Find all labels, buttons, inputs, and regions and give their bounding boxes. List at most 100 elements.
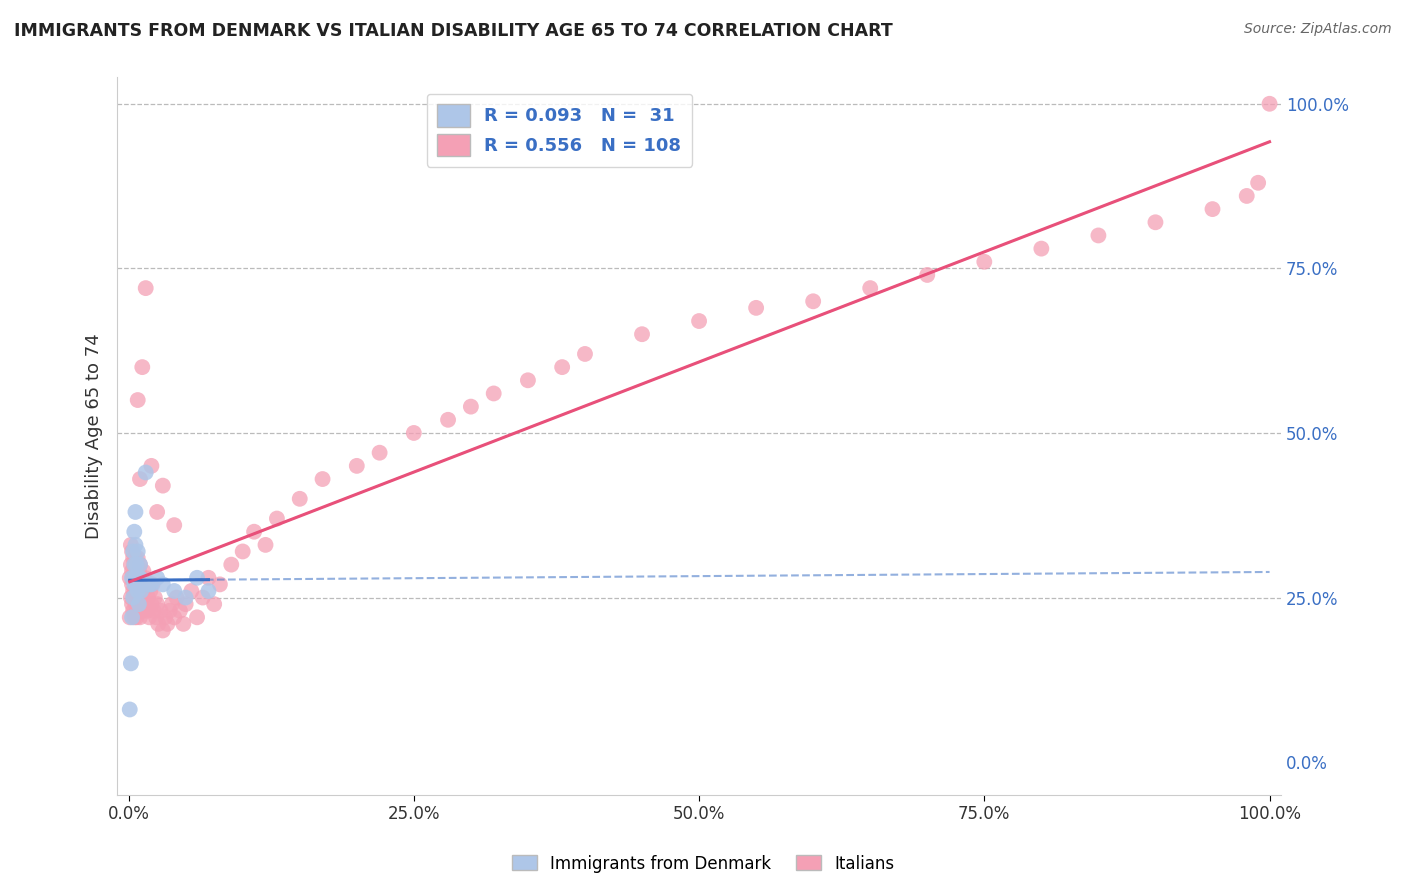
Point — [180, 584, 202, 599]
Legend: Immigrants from Denmark, Italians: Immigrants from Denmark, Italians — [505, 848, 901, 880]
Point — [346, 458, 368, 473]
Point — [166, 591, 188, 605]
Point — [124, 610, 146, 624]
Point — [125, 577, 148, 591]
Point — [129, 610, 152, 624]
Point — [129, 558, 152, 572]
Point — [574, 347, 596, 361]
Point — [1258, 96, 1281, 111]
Point — [174, 591, 197, 605]
Point — [152, 478, 174, 492]
Point — [128, 564, 150, 578]
Point — [208, 577, 231, 591]
Point — [172, 616, 194, 631]
Point — [745, 301, 768, 315]
Point — [127, 392, 149, 407]
Point — [124, 597, 146, 611]
Point — [135, 597, 157, 611]
Point — [311, 472, 333, 486]
Point — [125, 591, 148, 605]
Point — [121, 597, 143, 611]
Point — [688, 314, 710, 328]
Point — [128, 584, 150, 599]
Point — [124, 505, 146, 519]
Point — [138, 577, 160, 591]
Point — [801, 294, 824, 309]
Point — [129, 558, 152, 572]
Point — [129, 591, 152, 605]
Point — [125, 577, 148, 591]
Point — [149, 604, 172, 618]
Point — [124, 558, 146, 572]
Point — [163, 518, 186, 533]
Point — [146, 505, 169, 519]
Point — [135, 466, 157, 480]
Point — [122, 544, 145, 558]
Point — [1031, 242, 1053, 256]
Point — [132, 564, 155, 578]
Point — [153, 610, 176, 624]
Point — [859, 281, 882, 295]
Point — [146, 571, 169, 585]
Point — [127, 584, 149, 599]
Point — [135, 577, 157, 591]
Point — [631, 327, 654, 342]
Point — [122, 604, 145, 618]
Point — [124, 558, 146, 572]
Point — [131, 604, 153, 618]
Point — [127, 544, 149, 558]
Point — [152, 577, 174, 591]
Point — [128, 597, 150, 611]
Point — [169, 604, 191, 618]
Point — [122, 571, 145, 585]
Point — [118, 702, 141, 716]
Point — [122, 551, 145, 566]
Point — [124, 524, 146, 539]
Point — [186, 610, 208, 624]
Point — [121, 544, 143, 558]
Point — [402, 425, 425, 440]
Point — [127, 604, 149, 618]
Point — [125, 610, 148, 624]
Point — [254, 538, 277, 552]
Point — [973, 254, 995, 268]
Point — [138, 610, 160, 624]
Point — [141, 597, 163, 611]
Point — [131, 360, 153, 375]
Point — [145, 610, 167, 624]
Point — [127, 571, 149, 585]
Point — [131, 577, 153, 591]
Point — [1236, 189, 1258, 203]
Point — [163, 584, 186, 599]
Point — [124, 538, 146, 552]
Point — [148, 616, 170, 631]
Point — [482, 386, 505, 401]
Point — [124, 564, 146, 578]
Point — [129, 571, 152, 585]
Point — [460, 400, 482, 414]
Point — [288, 491, 311, 506]
Point — [118, 571, 141, 585]
Point — [124, 571, 146, 585]
Point — [197, 571, 219, 585]
Point — [122, 591, 145, 605]
Point — [139, 584, 162, 599]
Point — [1144, 215, 1167, 229]
Point — [118, 610, 141, 624]
Point — [129, 591, 152, 605]
Point — [1201, 202, 1223, 216]
Point — [174, 597, 197, 611]
Point — [219, 558, 242, 572]
Point — [121, 577, 143, 591]
Point — [120, 538, 142, 552]
Point — [125, 558, 148, 572]
Point — [124, 577, 146, 591]
Point — [141, 458, 163, 473]
Point — [129, 584, 152, 599]
Point — [232, 544, 254, 558]
Point — [124, 584, 146, 599]
Legend: R = 0.093   N =  31, R = 0.556   N = 108: R = 0.093 N = 31, R = 0.556 N = 108 — [426, 94, 692, 167]
Point — [152, 624, 174, 638]
Text: IMMIGRANTS FROM DENMARK VS ITALIAN DISABILITY AGE 65 TO 74 CORRELATION CHART: IMMIGRANTS FROM DENMARK VS ITALIAN DISAB… — [14, 22, 893, 40]
Point — [124, 551, 146, 566]
